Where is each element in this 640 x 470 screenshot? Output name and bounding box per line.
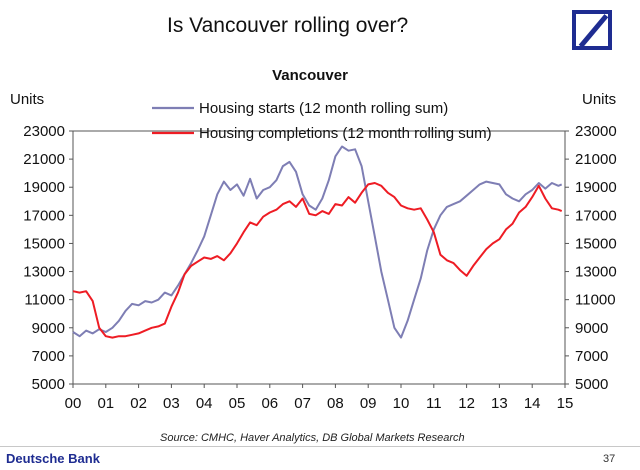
x-tick-label: 03 <box>163 395 180 412</box>
y-tick-label-left: 21000 <box>23 151 65 168</box>
y-tick-label-left: 19000 <box>23 179 65 196</box>
x-tick-label: 11 <box>426 395 442 412</box>
y-ticks-right: 5000 7000 9000 11000 13000 15000 17000 19000 210… <box>565 123 617 393</box>
x-tick-label: 00 <box>65 395 82 412</box>
y-tick-label-left: 23000 <box>23 123 65 140</box>
x-tick-label: 04 <box>196 395 213 412</box>
x-tick-label: 12 <box>458 395 475 412</box>
x-tick-label: 01 <box>97 395 114 412</box>
y-tick-label-left: 17000 <box>23 207 65 224</box>
y-tick-label-right: 5000 <box>575 376 608 393</box>
x-tick-label: 02 <box>130 395 147 412</box>
chart-title: Vancouver <box>272 67 348 84</box>
y-tick-label-right: 15000 <box>575 235 617 252</box>
x-tick-label: 06 <box>261 395 278 412</box>
y-tick-label-left: 5000 <box>32 376 65 393</box>
x-tick-label: 08 <box>327 395 344 412</box>
series-lines <box>72 145 563 339</box>
deutsche-bank-logo-icon <box>572 10 612 50</box>
y-tick-label-left: 15000 <box>23 235 65 252</box>
y-tick-label-right: 11000 <box>575 292 616 309</box>
x-tick-label: 14 <box>524 395 541 412</box>
housing-completions-line <box>72 182 563 339</box>
x-tick-label: 07 <box>294 395 311 412</box>
y-tick-label-right: 19000 <box>575 179 617 196</box>
y-tick-label-right: 23000 <box>575 123 617 140</box>
x-tick-label: 09 <box>360 395 377 412</box>
legend: Housing starts (12 month rolling sum) Ho… <box>152 100 492 142</box>
plot-frame <box>72 130 566 385</box>
y-tick-label-right: 9000 <box>575 320 608 337</box>
legend-label-housing-starts: Housing starts (12 month rolling sum) <box>199 100 448 117</box>
y-tick-label-right: 21000 <box>575 151 617 168</box>
y-tick-label-left: 13000 <box>23 264 65 281</box>
x-tick-label: 10 <box>393 395 410 412</box>
legend-label-housing-completions: Housing completions (12 month rolling su… <box>199 125 492 142</box>
x-tick-label: 13 <box>491 395 508 412</box>
y-ticks-left: 5000 7000 9000 11000 13000 15000 17000 19000 210… <box>23 123 73 393</box>
y-axis-label-left: Units <box>10 91 44 108</box>
y-tick-label-left: 11000 <box>24 292 65 309</box>
y-tick-label-left: 7000 <box>32 348 65 365</box>
y-tick-label-right: 17000 <box>575 207 617 224</box>
y-tick-label-left: 9000 <box>32 320 65 337</box>
page-number: 37 <box>603 453 616 465</box>
footer-brand: Deutsche Bank <box>6 451 100 466</box>
x-tick-label: 05 <box>229 395 246 412</box>
page-title: Is Vancouver rolling over? <box>167 14 409 37</box>
footer-divider <box>0 446 640 447</box>
housing-starts-line <box>72 145 563 339</box>
y-axis-label-right: Units <box>582 91 616 108</box>
y-tick-label-right: 13000 <box>575 264 617 281</box>
x-tick-label: 15 <box>557 395 574 412</box>
x-ticks: 00 01 02 03 04 05 06 07 08 09 10 11 12 13 14 15 <box>65 384 574 412</box>
y-tick-label-right: 7000 <box>575 348 608 365</box>
source-note: Source: CMHC, Haver Analytics, DB Global… <box>160 432 465 444</box>
